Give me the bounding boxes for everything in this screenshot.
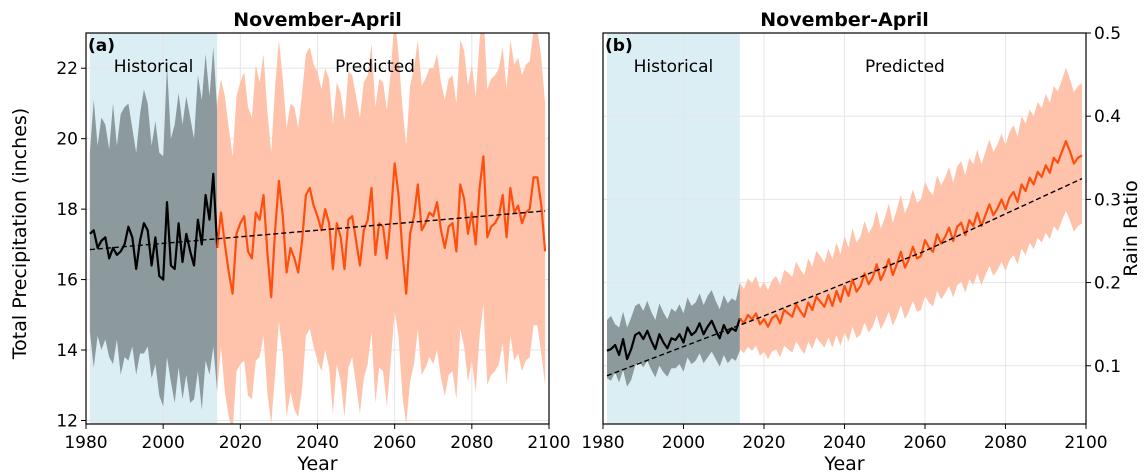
predicted-label: Predicted — [335, 57, 415, 77]
y-tick-label: 0.1 — [1094, 357, 1121, 377]
x-tick-label: 2060 — [373, 433, 416, 453]
x-tick-label: 1980 — [64, 433, 107, 453]
trend-line — [606, 177, 1083, 377]
y-ticks: 0.1 0.2 0.3 0.4 0.5 — [1086, 24, 1121, 377]
uncertainty-bands — [89, 33, 546, 424]
panel-title: November-April — [233, 9, 401, 31]
historical-label: Historical — [114, 57, 194, 77]
predicted-uncertainty-band — [739, 67, 1082, 360]
y-tick-label: 12 — [56, 411, 78, 431]
y-ticks: 12 14 16 18 20 22 — [56, 59, 86, 431]
x-tick-label: 2000 — [142, 433, 185, 453]
x-tick-label: 2000 — [662, 433, 705, 453]
y-axis-label: Rain Ratio — [1120, 180, 1142, 277]
panel-label: (a) — [88, 36, 115, 56]
x-tick-label: 2040 — [296, 433, 339, 453]
panel-a-precipitation: 1980 2000 2020 2040 2060 2080 2100 12 14 16 18 20 2… — [9, 9, 571, 474]
x-tick-label: 2080 — [984, 433, 1027, 453]
historical-series-line — [606, 317, 741, 361]
y-tick-label: 0.2 — [1094, 274, 1121, 294]
series-lines — [606, 140, 1083, 361]
x-tick-label: 2040 — [823, 433, 866, 453]
y-tick-label: 20 — [56, 130, 78, 150]
trend-line — [89, 210, 546, 251]
panel-title: November-April — [760, 9, 928, 31]
x-tick-label: 2100 — [1064, 433, 1107, 453]
y-tick-label: 22 — [56, 59, 78, 79]
y-tick-label: 18 — [56, 200, 78, 220]
y-tick-label: 14 — [56, 341, 78, 361]
y-tick-label: 16 — [56, 271, 78, 291]
historical-label: Historical — [634, 57, 714, 77]
x-ticks: 1980 2000 2020 2040 2060 2080 2100 — [64, 424, 571, 453]
historical-uncertainty-band — [89, 47, 218, 410]
x-tick-label: 2100 — [527, 433, 570, 453]
historical-uncertainty-band — [607, 282, 740, 387]
x-tick-label: 2060 — [903, 433, 946, 453]
y-tick-label: 0.4 — [1094, 107, 1121, 127]
x-ticks: 1980 2000 2020 2040 2060 2080 2100 — [581, 424, 1108, 453]
x-tick-label: 2020 — [219, 433, 262, 453]
x-axis-label: Year — [823, 453, 864, 474]
x-tick-label: 2080 — [450, 433, 493, 453]
y-tick-label: 0.3 — [1094, 190, 1121, 210]
panel-label: (b) — [605, 36, 633, 56]
predicted-uncertainty-band — [217, 33, 546, 424]
x-tick-label: 2020 — [742, 433, 785, 453]
panel-b-rain-ratio: 1980 2000 2020 2040 2060 2080 2100 0.10.20.30.… — [581, 9, 1142, 474]
predicted-series-line — [739, 140, 1083, 328]
x-axis-label: Year — [296, 453, 337, 474]
y-axis-label: Total Precipitation (inches) — [9, 108, 31, 360]
historical-series-line — [89, 172, 219, 281]
uncertainty-bands — [607, 67, 1082, 387]
y-tick-label: 0.5 — [1094, 24, 1121, 44]
x-tick-label: 1980 — [581, 433, 624, 453]
predicted-label: Predicted — [865, 57, 945, 77]
